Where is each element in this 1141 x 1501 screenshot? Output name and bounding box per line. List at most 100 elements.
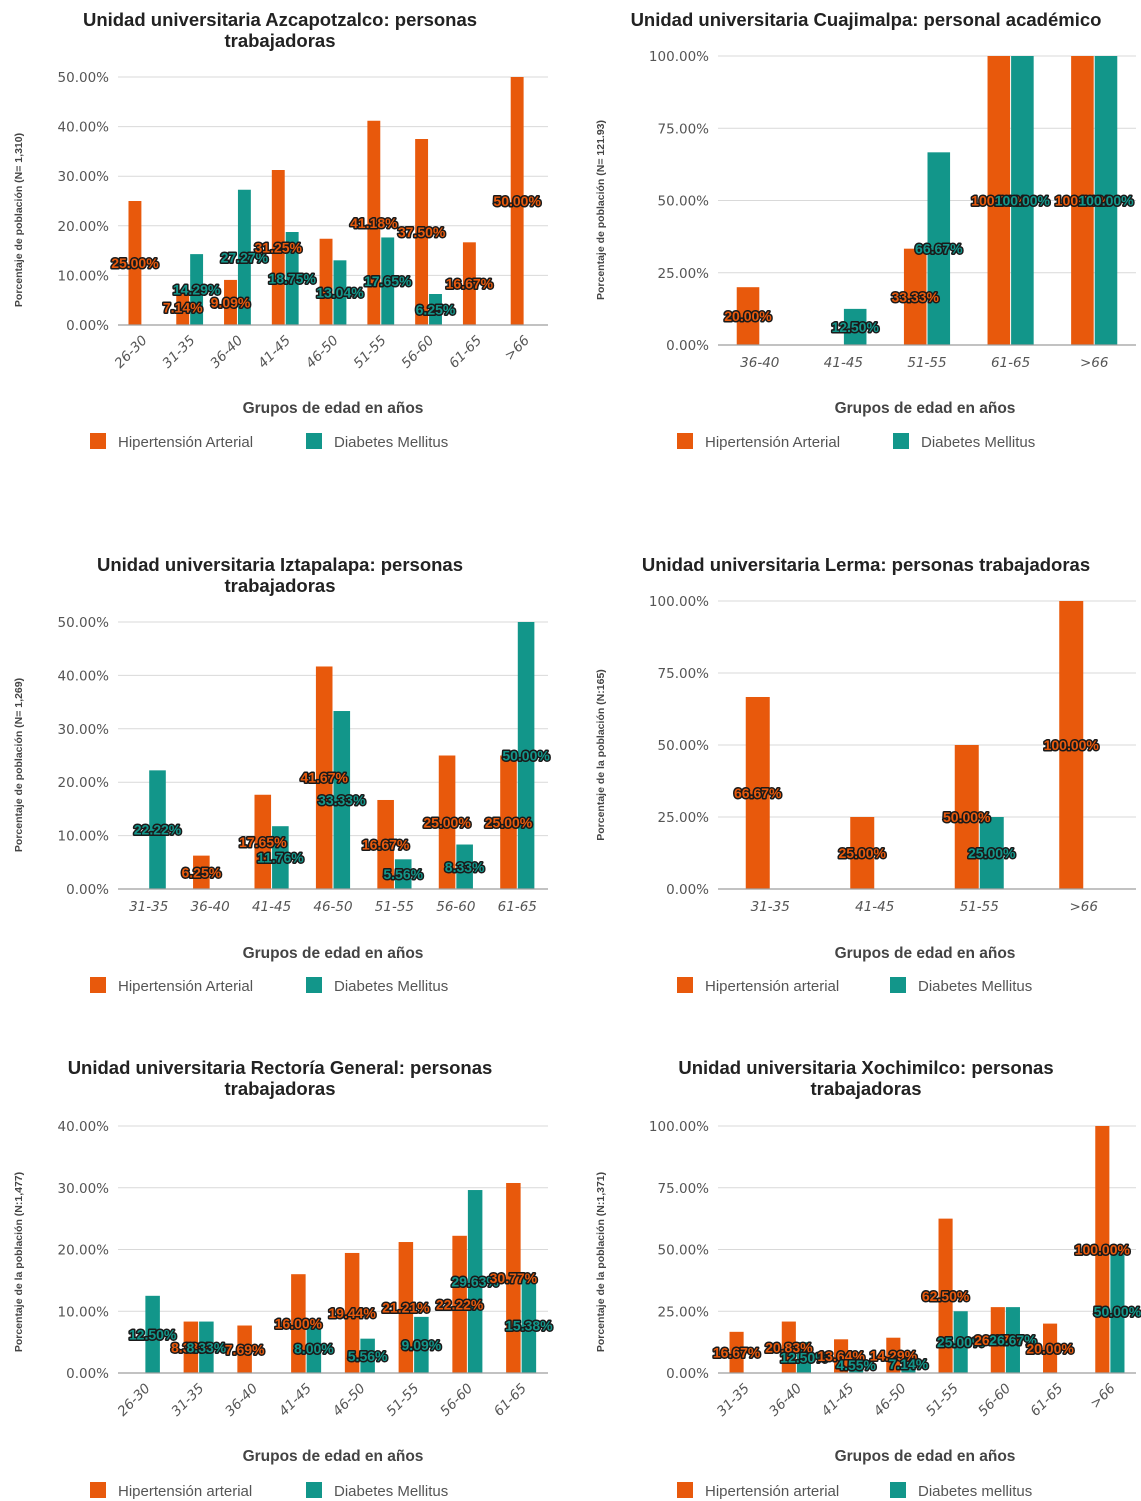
x-tick-label: 36-40 — [191, 899, 230, 915]
y-tick-label: 50.00% — [58, 70, 110, 86]
chart-rectoria-general: Unidad universitaria Rectoría General: p… — [0, 1050, 570, 1501]
data-label-hypertension: 100.00% — [1055, 193, 1111, 209]
data-label-hypertension: 22.22% — [436, 1296, 484, 1312]
bar-hypertension — [452, 1235, 467, 1373]
data-label-diabetes: 12.50% — [780, 1350, 828, 1366]
data-label-diabetes: 18.75% — [268, 271, 316, 287]
x-axis-label: Grupos de edad en años — [835, 400, 1016, 417]
data-label-diabetes: 22.22% — [134, 822, 182, 838]
y-gridlines — [718, 1125, 1136, 1312]
data-label-diabetes: 13.04% — [316, 285, 364, 301]
legend-label-hypertension: Hipertensión Arterial — [705, 434, 840, 451]
data-label-hypertension: 25.00% — [111, 255, 159, 271]
x-tick-label: 46-50 — [871, 1381, 910, 1420]
y-tick-label: 75.00% — [658, 666, 710, 682]
data-label-hypertension: 31.25% — [255, 240, 303, 256]
data-label-hypertension: 7.69% — [225, 1341, 265, 1357]
y-tick-label: 50.00% — [658, 194, 710, 210]
bar-diabetes — [1110, 1249, 1125, 1373]
bar-hypertension — [987, 56, 1011, 345]
legend: Hipertensión Arterial Diabetes Mellitus — [90, 433, 448, 451]
y-tick-label: 25.00% — [658, 266, 710, 282]
bar-diabetes — [517, 622, 535, 889]
y-tick-labels: 0.00% 10.00% 20.00% 30.00% 40.00% 50.00% — [58, 70, 110, 334]
bar-hypertension — [903, 248, 927, 345]
chart-title-line-2: trabajadoras — [224, 1078, 335, 1099]
bar-hypertension — [176, 289, 190, 325]
y-tick-label: 100.00% — [649, 49, 709, 65]
bar-diabetes — [333, 260, 347, 325]
legend-label-diabetes: Diabetes Mellitus — [334, 1483, 448, 1500]
chart-svg: Unidad universitaria Iztapalapa: persona… — [13, 554, 552, 995]
legend-label-hypertension: Hipertensión Arterial — [118, 434, 253, 451]
legend-label-diabetes: Diabetes Mellitus — [918, 978, 1032, 995]
legend-label-diabetes: Diabetes Mellitus — [334, 978, 448, 995]
chart-title-line-2: trabajadoras — [224, 30, 335, 51]
bar-diabetes — [394, 859, 412, 889]
chart-title-line-1: Unidad universitaria Xochimilco: persona… — [678, 1057, 1053, 1078]
data-label-hypertension: 17.65% — [239, 834, 287, 850]
x-tick-label: 46-50 — [330, 1381, 369, 1420]
bars — [745, 601, 1084, 889]
data-label-diabetes: 8.33% — [445, 859, 485, 875]
legend: Hipertensión arterial Diabetes mellitus — [677, 1482, 1032, 1500]
y-tick-label: 10.00% — [58, 268, 110, 284]
legend-swatch-diabetes — [306, 977, 322, 993]
bar-diabetes — [979, 817, 1004, 889]
data-label-diabetes: 8.00% — [294, 1340, 334, 1356]
legend-swatch-hypertension — [90, 433, 106, 449]
x-tick-label: 51-55 — [907, 355, 946, 371]
data-labels: 20.00%12.50%33.33%66.67%100.00%100.00% 10… — [723, 191, 1136, 336]
x-tick-label: >66 — [1070, 899, 1099, 915]
legend-swatch-hypertension — [677, 977, 693, 993]
bar-hypertension — [398, 1242, 414, 1373]
bar-hypertension — [415, 139, 429, 325]
x-axis-label: Grupos de edad en años — [835, 945, 1016, 962]
y-axis-label: Porcentaje de la población (N:1,371) — [595, 1172, 607, 1352]
data-label-hypertension: 30.77% — [490, 1270, 538, 1286]
data-label-hypertension: 21.21% — [382, 1300, 430, 1316]
bar-hypertension — [745, 696, 770, 889]
data-label-hypertension: 16.67% — [713, 1344, 761, 1360]
y-tick-label: 0.00% — [666, 338, 709, 354]
y-axis-label: Porcentaje de población (N= 1,310) — [13, 133, 25, 307]
x-tick-label: 41-45 — [276, 1381, 315, 1420]
data-labels: 22.22% 6.25% 17.65%11.76% 41.67% 33.33% 16.67… — [132, 746, 552, 884]
x-tick-label: 51-55 — [383, 1381, 422, 1420]
bar-diabetes — [843, 308, 867, 345]
bar-hypertension — [886, 1337, 901, 1373]
y-gridlines — [718, 55, 1136, 274]
bar-hypertension — [254, 794, 272, 889]
chart-title-line-1: Unidad universitaria Iztapalapa: persona… — [97, 554, 463, 575]
data-label-hypertension: 25.00% — [423, 814, 471, 830]
data-label-diabetes: 5.56% — [348, 1348, 388, 1364]
bar-diabetes — [306, 1323, 322, 1373]
bar-diabetes — [360, 1338, 375, 1373]
y-tick-labels: 0.00% 10.00% 20.00% 30.00% 40.00% 50.00% — [58, 615, 110, 898]
x-tick-label: 46-50 — [313, 899, 352, 915]
bar-diabetes — [333, 711, 351, 889]
y-tick-label: 50.00% — [658, 1243, 710, 1259]
data-label-hypertension: 66.67% — [734, 785, 782, 801]
y-axis-label: Porcentaje de población (N= 1,269) — [13, 678, 25, 852]
x-tick-labels: 26-30 31-35 36-40 41-45 46-50 51-55 56-60 61-65… — [112, 333, 533, 372]
bar-hypertension — [938, 1218, 953, 1373]
data-label-diabetes: 5.56% — [383, 866, 423, 882]
bars — [128, 77, 524, 326]
y-gridlines — [118, 76, 548, 276]
data-label-hypertension: 19.44% — [328, 1305, 376, 1321]
legend-swatch-diabetes — [306, 433, 322, 449]
x-tick-label: 36-40 — [222, 1381, 261, 1420]
data-label-diabetes: 9.09% — [402, 1337, 442, 1353]
data-label-diabetes: 8.33% — [187, 1339, 227, 1355]
data-label-diabetes: 26.67% — [989, 1332, 1037, 1348]
y-tick-label: 75.00% — [658, 1181, 710, 1197]
x-tick-label: 31-35 — [714, 1381, 753, 1420]
x-tick-labels: 31-35 36-40 41-45 46-50 51-55 56-60 61-65 >66 — [714, 1381, 1119, 1420]
bar-diabetes — [149, 770, 166, 889]
legend-label-hypertension: Hipertensión arterial — [118, 1483, 252, 1500]
y-tick-label: 75.00% — [658, 121, 710, 137]
data-label-hypertension: 41.67% — [300, 770, 348, 786]
data-label-hypertension: 14.29% — [870, 1347, 918, 1363]
chart-title-line-1: Unidad universitaria Lerma: personas tra… — [642, 554, 1090, 575]
